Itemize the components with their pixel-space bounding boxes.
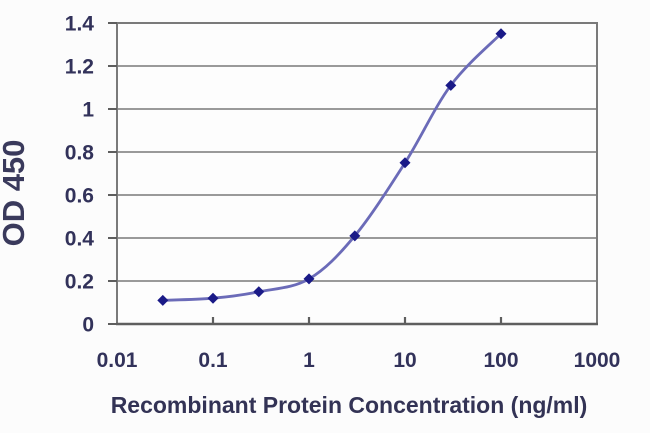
x-axis-title: Recombinant Protein Concentration (ng/ml… xyxy=(111,392,588,418)
data-point-marker xyxy=(253,286,265,298)
y-tick-label: 1 xyxy=(82,99,94,122)
data-point-marker xyxy=(445,79,457,91)
data-point-marker xyxy=(349,230,361,242)
data-point-marker xyxy=(303,273,315,285)
y-tick-label: 1.2 xyxy=(65,56,94,79)
x-tick-label: 1000 xyxy=(574,349,621,372)
y-tick-label: 0.2 xyxy=(65,271,94,294)
data-point-marker xyxy=(207,292,219,304)
y-axis-title: OD 450 xyxy=(0,140,31,247)
x-tick-label: 0.01 xyxy=(97,349,138,372)
y-tick-label: 0 xyxy=(82,314,94,337)
data-point-marker xyxy=(399,157,411,169)
y-tick-label: 0.8 xyxy=(65,142,95,165)
data-point-marker xyxy=(495,28,507,40)
x-tick-label: 0.1 xyxy=(198,349,228,372)
x-tick-label: 10 xyxy=(393,349,416,372)
plot-area xyxy=(117,23,597,324)
data-point-marker xyxy=(157,294,169,306)
series-line xyxy=(161,32,503,302)
x-tick-label: 1 xyxy=(303,349,315,372)
x-tick-label: 100 xyxy=(483,349,518,372)
y-tick-label: 1.4 xyxy=(65,13,95,36)
y-tick-label: 0.6 xyxy=(65,185,94,208)
y-tick-label: 0.4 xyxy=(65,228,95,251)
